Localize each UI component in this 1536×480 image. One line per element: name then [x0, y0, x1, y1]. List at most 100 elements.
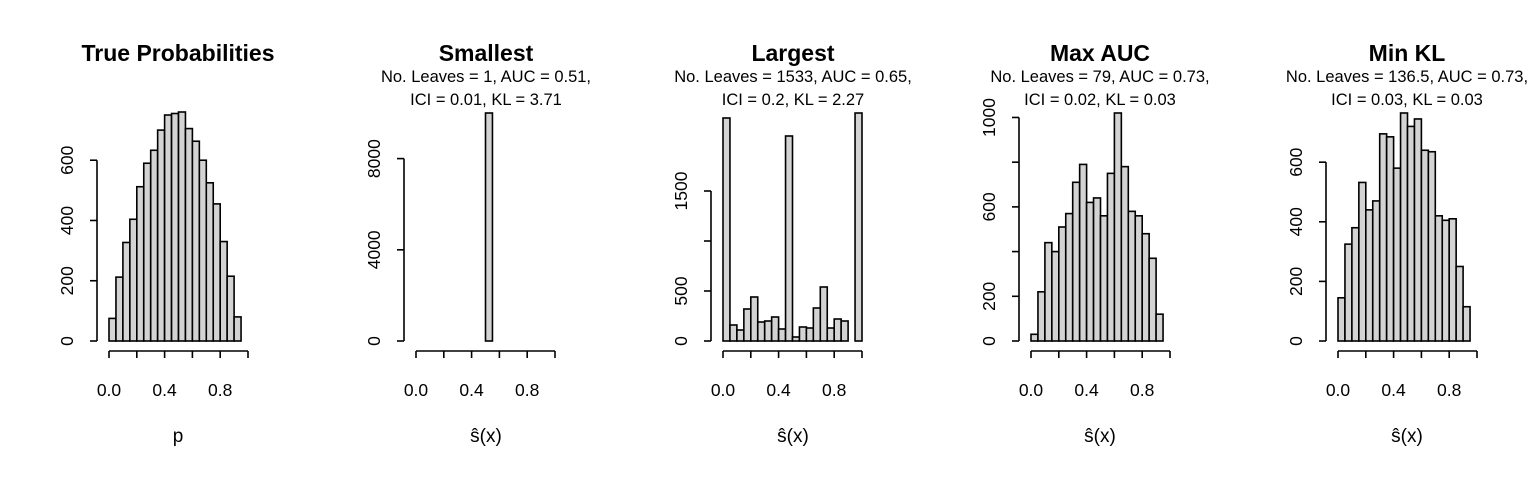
histogram-bars — [1337, 112, 1471, 342]
histogram-bar — [1071, 181, 1081, 342]
x-axis-title: ŝ(x) — [777, 426, 809, 447]
x-tick-label: 0.8 — [1437, 380, 1461, 400]
x-axis-title: ŝ(x) — [1391, 426, 1423, 447]
histogram-bar — [819, 286, 829, 342]
panel-subtitle-line: ICI = 0.03, KL = 0.03 — [1331, 91, 1483, 109]
x-axis: 0.0 0.4 0.8 — [97, 350, 249, 400]
histogram-bar — [749, 296, 759, 342]
panel-subtitle-line: ICI = 0.2, KL = 2.27 — [722, 91, 864, 109]
x-axis-title: ŝ(x) — [1084, 426, 1116, 447]
y-tick-label: 0 — [364, 336, 384, 346]
histogram-bar — [233, 316, 242, 342]
histogram-bar — [826, 327, 835, 342]
histogram-bar — [108, 317, 117, 342]
histogram-bar — [1378, 133, 1388, 342]
histogram-bar — [756, 321, 766, 342]
panel-subtitle-line: No. Leaves = 1, AUC = 0.51, — [381, 68, 591, 86]
histogram-bar — [784, 135, 794, 342]
x-axis: 0.0 0.4 0.8 — [711, 350, 863, 400]
histogram-bar — [219, 240, 228, 342]
histogram-bar — [1455, 265, 1464, 342]
histogram-bar — [1358, 181, 1367, 342]
histogram-bar — [1058, 226, 1067, 342]
x-tick-label: 0.0 — [404, 380, 429, 400]
histogram-bar — [805, 327, 815, 342]
histogram-bar — [484, 112, 494, 342]
x-tick-label: 0.8 — [208, 380, 232, 400]
x-tick-label: 0.4 — [152, 380, 177, 400]
y-tick-label: 1500 — [671, 171, 691, 210]
panel-title: True Probabilities — [82, 40, 275, 66]
histogram-bar — [1099, 215, 1109, 342]
x-axis-title: p — [173, 426, 184, 447]
panel-subtitle-line: No. Leaves = 79, AUC = 0.73, — [990, 68, 1209, 86]
histogram-bar — [1434, 215, 1444, 342]
histogram-bar — [854, 112, 863, 342]
histogram-bar — [198, 159, 208, 342]
histogram-bar — [1106, 172, 1116, 342]
histogram-bar — [1064, 212, 1074, 342]
x-axis: 0.0 0.4 0.8 — [1326, 350, 1478, 400]
y-tick-label: 400 — [57, 206, 77, 235]
histogram-bar — [1427, 150, 1437, 342]
histogram-bar — [729, 324, 738, 342]
histogram-bar — [1120, 165, 1130, 342]
histogram-bar — [1037, 291, 1046, 342]
histogram-bar — [1127, 210, 1137, 342]
panel-title: Max AUC — [1050, 40, 1150, 66]
histogram-bars — [484, 112, 494, 342]
histogram-bar — [177, 111, 187, 342]
histogram-bar — [840, 320, 849, 342]
y-tick-label: 600 — [979, 192, 999, 221]
histogram-bar — [205, 182, 215, 342]
histogram-bar — [1351, 226, 1360, 342]
x-tick-label: 0.8 — [515, 380, 539, 400]
histogram-bar — [1044, 241, 1053, 342]
histogram-bar — [812, 307, 822, 342]
x-tick-label: 0.0 — [1326, 380, 1351, 400]
histogram-bars — [1030, 112, 1164, 342]
panel-subtitle-line: ICI = 0.01, KL = 3.71 — [410, 91, 562, 109]
y-axis: 0 200 400 600 — [1286, 147, 1327, 346]
histogram-bar — [833, 318, 842, 342]
histogram-bar — [777, 328, 787, 342]
histogram-bar — [170, 112, 180, 342]
histogram-bars — [722, 112, 863, 342]
histogram-bar — [1441, 219, 1450, 342]
histogram-bar — [1344, 243, 1353, 342]
x-tick-label: 0.8 — [1130, 380, 1154, 400]
histogram-bar — [212, 203, 221, 342]
histogram-bar — [129, 218, 138, 342]
histogram-bar — [1078, 163, 1088, 342]
histogram-bar — [1448, 218, 1457, 342]
histogram-bar — [136, 185, 145, 342]
histogram-bar — [184, 127, 194, 342]
histogram-bar — [791, 336, 801, 342]
x-axis: 0.0 0.4 0.8 — [1019, 350, 1171, 400]
y-tick-label: 600 — [1286, 147, 1306, 176]
y-tick-label: 1000 — [979, 98, 999, 137]
histogram-bar — [1413, 118, 1423, 342]
histogram-bar — [1141, 232, 1150, 342]
histogram-bar — [722, 117, 731, 342]
histogram-bar — [1085, 201, 1095, 342]
y-axis: 0 200 600 1000 — [979, 98, 1020, 346]
panel-subtitle-line: No. Leaves = 136.5, AUC = 0.73, — [1286, 68, 1528, 86]
histogram-bar — [1051, 250, 1060, 342]
histogram-bar — [1148, 257, 1157, 342]
histogram-panel-1: True Probabilities 0.0 0.4 0.8 p 0 200 400 600 — [57, 40, 275, 447]
y-tick-label: 200 — [57, 266, 77, 295]
histogram-bar — [1406, 125, 1416, 342]
y-tick-label: 4000 — [364, 230, 384, 269]
y-tick-label: 0 — [1286, 336, 1306, 346]
x-tick-label: 0.0 — [711, 380, 736, 400]
y-tick-label: 0 — [671, 336, 691, 346]
histogram-panel-5: Min KL No. Leaves = 136.5, AUC = 0.73, ICI… — [1286, 40, 1528, 447]
histogram-bar — [1134, 215, 1143, 342]
y-axis: 0 4000 8000 — [364, 139, 405, 346]
x-tick-label: 0.4 — [459, 380, 484, 400]
histogram-bar — [1092, 197, 1102, 342]
histogram-bar — [798, 326, 808, 342]
histogram-bar — [1462, 305, 1471, 342]
y-axis: 0 200 400 600 — [57, 145, 98, 346]
